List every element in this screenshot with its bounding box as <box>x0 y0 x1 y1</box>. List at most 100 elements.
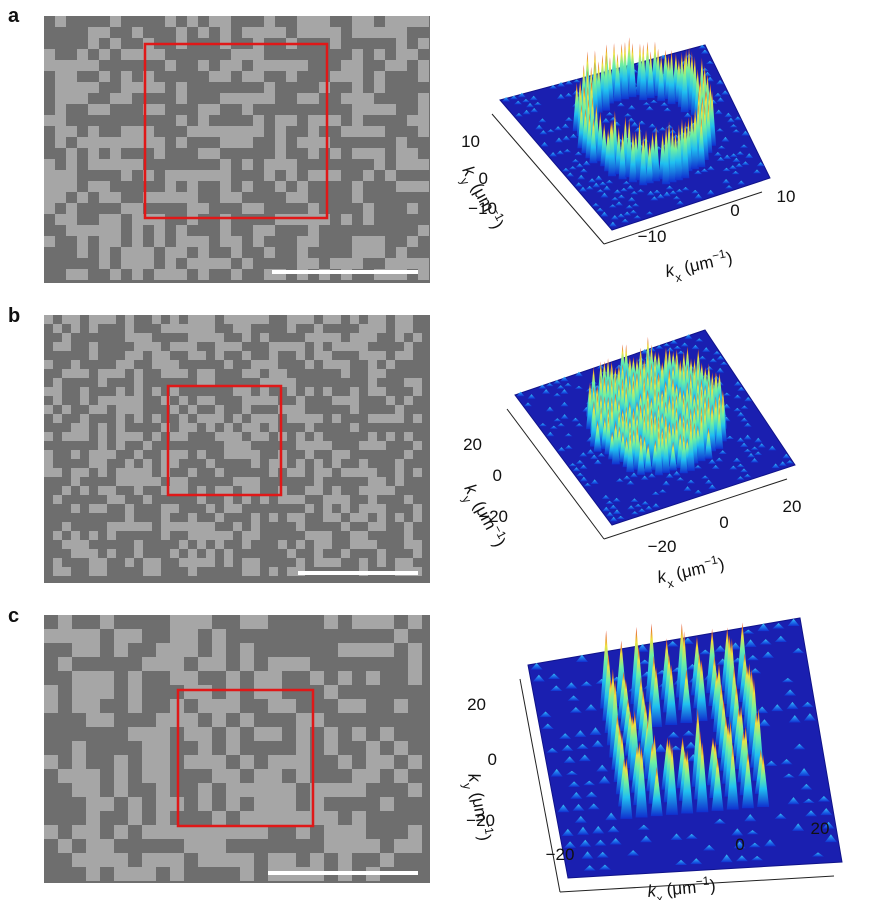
sem-domain <box>269 513 278 522</box>
sem-domain <box>134 522 143 531</box>
sem-domain <box>418 16 429 27</box>
sem-domain <box>297 192 308 203</box>
sem-domain <box>408 783 422 797</box>
sem-domain <box>396 247 407 258</box>
sem-domain <box>330 71 341 82</box>
sem-domain <box>154 104 165 115</box>
sem-domain <box>338 671 352 685</box>
sem-domain <box>62 333 71 342</box>
sem-domain <box>260 315 269 324</box>
sem-domain <box>404 522 413 531</box>
sem-domain <box>187 258 198 269</box>
sem-domain <box>332 459 341 468</box>
sem-domain <box>176 93 187 104</box>
sem-domain <box>89 351 98 360</box>
sem-domain <box>418 115 429 126</box>
sem-domain <box>233 441 242 450</box>
sem-domain <box>242 477 251 486</box>
sem-domain <box>154 236 165 247</box>
sem-domain <box>323 513 332 522</box>
sem-domain <box>198 741 212 755</box>
sem-domain <box>176 236 187 247</box>
sem-domain <box>418 225 429 236</box>
sem-domain <box>260 414 269 423</box>
sem-domain <box>224 558 233 567</box>
sem-domain <box>368 504 377 513</box>
sem-domain <box>338 825 352 839</box>
sem-domain <box>296 713 310 727</box>
sem-domain <box>134 387 143 396</box>
sem-domain <box>314 531 323 540</box>
sem-domain <box>215 333 224 342</box>
sem-domain <box>407 159 418 170</box>
sem-domain <box>125 558 134 567</box>
sem-domain <box>66 181 77 192</box>
sem-domain <box>268 657 282 671</box>
sem-domain <box>72 671 86 685</box>
sem-domain <box>240 713 254 727</box>
sem-domain <box>161 324 170 333</box>
sem-domain <box>308 16 319 27</box>
sem-domain <box>224 360 233 369</box>
sem-domain <box>114 643 128 657</box>
sem-domain <box>359 459 368 468</box>
sem-domain <box>100 685 114 699</box>
sem-domain <box>323 504 332 513</box>
sem-domain <box>323 387 332 396</box>
sem-domain <box>197 414 206 423</box>
sem-domain <box>121 258 132 269</box>
sem-domain <box>242 369 251 378</box>
sem-domain <box>44 236 55 247</box>
sem-domain <box>134 450 143 459</box>
sem-domain <box>413 549 422 558</box>
sem-domain <box>404 432 413 441</box>
sem-domain <box>176 269 187 280</box>
sem-domain <box>350 468 359 477</box>
sem-domain <box>352 93 363 104</box>
sem-domain <box>233 387 242 396</box>
sem-domain <box>385 170 396 181</box>
sem-domain <box>352 71 363 82</box>
ky-tick-label: 0 <box>488 750 497 769</box>
sem-domain <box>363 104 374 115</box>
sem-domain <box>242 93 253 104</box>
sem-domain <box>71 549 80 558</box>
sem-domain <box>100 615 114 629</box>
sem-domain <box>352 16 363 27</box>
sem-domain <box>121 203 132 214</box>
sem-domain <box>80 369 89 378</box>
sem-domain <box>352 643 366 657</box>
sem-domain <box>107 369 116 378</box>
sem-domain <box>377 324 386 333</box>
sem-domain <box>72 825 86 839</box>
sem-domain <box>55 16 66 27</box>
sem-domain <box>128 727 142 741</box>
sem-domain <box>134 369 143 378</box>
sem-domain <box>62 567 71 576</box>
sem-domain <box>275 148 286 159</box>
sem-domain <box>88 148 99 159</box>
sem-domain <box>110 192 121 203</box>
sem-domain <box>88 27 99 38</box>
sem-domain <box>198 797 212 811</box>
sem-domain <box>308 236 319 247</box>
sem-domain <box>125 351 134 360</box>
sem-domain <box>242 27 253 38</box>
sem-domain <box>220 258 231 269</box>
sem-domain <box>132 247 143 258</box>
sem-domain <box>128 867 142 881</box>
sem-domain <box>72 629 86 643</box>
sem-domain <box>332 558 341 567</box>
sem-domain <box>88 60 99 71</box>
sem-domain <box>71 432 80 441</box>
sem-domain <box>407 236 418 247</box>
sem-domain <box>395 468 404 477</box>
sem-domain <box>62 432 71 441</box>
sem-domain <box>359 333 368 342</box>
sem-domain <box>323 468 332 477</box>
sem-domain <box>198 258 209 269</box>
sem-domain <box>352 247 363 258</box>
sem-domain <box>251 432 260 441</box>
sem-domain <box>338 839 352 853</box>
sem-domain <box>380 797 394 811</box>
